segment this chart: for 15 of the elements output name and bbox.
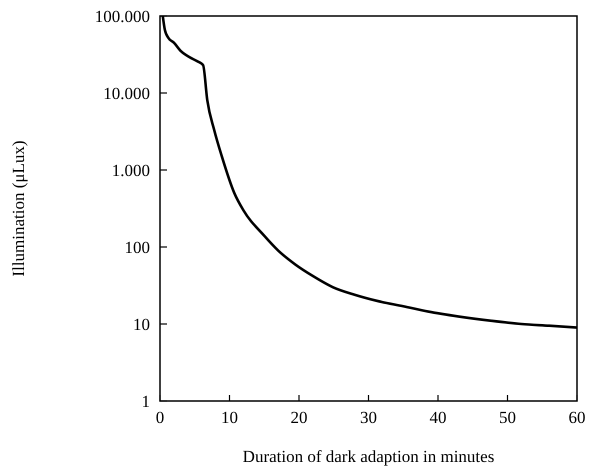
x-tick-label: 20 <box>290 408 308 427</box>
x-tick-label: 50 <box>499 408 516 427</box>
y-tick-label: 1.000 <box>112 160 150 180</box>
y-tick-label: 10.000 <box>103 84 150 103</box>
x-axis-title: Duration of dark adaption in minutes <box>242 447 494 466</box>
y-axis-title: Illumination (μLux) <box>9 140 28 277</box>
y-tick-label: 100.000 <box>94 6 150 26</box>
x-tick-label: 0 <box>156 408 164 427</box>
x-tick-label: 10 <box>221 408 238 427</box>
y-tick-label: 10 <box>133 314 150 334</box>
y-tick-label: 100 <box>124 238 150 257</box>
x-tick-label: 60 <box>568 408 586 427</box>
y-tick-label: 1 <box>142 392 150 411</box>
x-tick-label: 40 <box>430 408 446 427</box>
x-tick-label: 30 <box>360 408 377 427</box>
